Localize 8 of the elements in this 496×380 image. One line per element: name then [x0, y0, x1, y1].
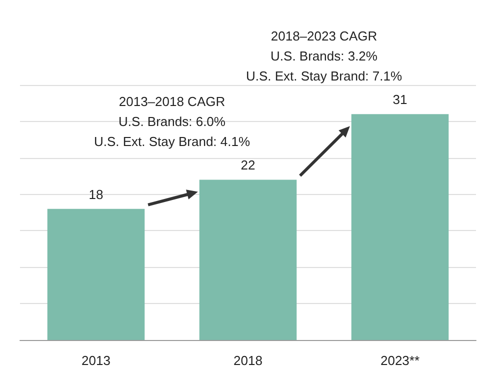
x-tick-label: 2018 [234, 353, 262, 368]
annotation: 2013–2018 CAGR U.S. Brands: 6.0% U.S. Ext. Stay Brand: 4.1% [94, 94, 250, 150]
data-label: 22 [240, 158, 256, 173]
data-label: 18 [88, 186, 104, 202]
x-tick-label: 2023** [380, 353, 420, 368]
x-tick-label: 2013 [82, 353, 110, 368]
text: 2018–2023 CAGR U.S. Brands: 3.2% U.S. Ext. Stay Brand: 7.1% [246, 28, 402, 84]
data-label: 31 [392, 92, 408, 108]
